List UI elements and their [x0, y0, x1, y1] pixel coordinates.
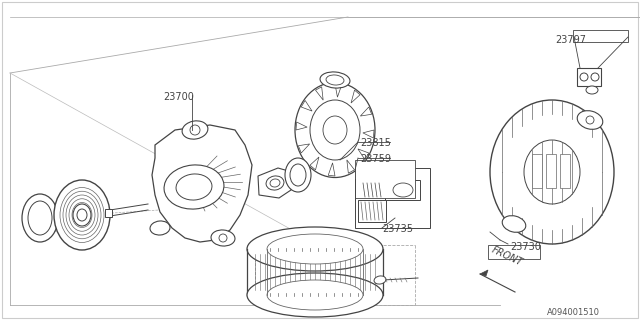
Text: 23730: 23730 [510, 242, 541, 252]
Ellipse shape [150, 221, 170, 235]
Ellipse shape [176, 174, 212, 200]
Ellipse shape [164, 165, 224, 209]
Ellipse shape [28, 201, 52, 235]
Ellipse shape [63, 191, 101, 239]
Ellipse shape [72, 203, 92, 228]
Polygon shape [258, 168, 292, 198]
Polygon shape [310, 157, 319, 170]
Ellipse shape [320, 72, 350, 88]
Polygon shape [296, 122, 307, 130]
Bar [355, 168, 430, 228]
Ellipse shape [22, 194, 58, 242]
Bar [546, 154, 556, 188]
Ellipse shape [490, 100, 614, 244]
Ellipse shape [247, 227, 383, 271]
Ellipse shape [267, 234, 363, 264]
Polygon shape [298, 144, 310, 153]
Ellipse shape [285, 158, 311, 192]
Polygon shape [360, 107, 372, 116]
Bar [577, 68, 601, 86]
Text: 23700: 23700 [163, 92, 194, 102]
Ellipse shape [73, 204, 91, 226]
Ellipse shape [247, 273, 383, 317]
Bar [105, 209, 112, 217]
Bar [573, 30, 628, 42]
Ellipse shape [326, 75, 344, 85]
Text: 23797: 23797 [555, 35, 586, 45]
Ellipse shape [393, 183, 413, 197]
Polygon shape [316, 87, 323, 100]
Polygon shape [152, 125, 252, 242]
Ellipse shape [270, 179, 280, 187]
Ellipse shape [310, 100, 360, 160]
Text: A094001510: A094001510 [547, 308, 600, 317]
Text: 23815: 23815 [360, 138, 391, 148]
Circle shape [190, 125, 200, 135]
Polygon shape [347, 160, 355, 173]
Bar [358, 200, 386, 222]
Ellipse shape [586, 86, 598, 94]
Text: 23735: 23735 [382, 224, 413, 234]
Ellipse shape [211, 230, 235, 246]
Polygon shape [335, 84, 342, 97]
Polygon shape [358, 149, 369, 160]
Ellipse shape [577, 111, 603, 129]
Ellipse shape [502, 216, 526, 232]
Polygon shape [328, 163, 335, 176]
Bar [385, 180, 420, 200]
Circle shape [580, 73, 588, 81]
Polygon shape [480, 270, 488, 276]
Ellipse shape [290, 164, 306, 186]
Circle shape [219, 234, 227, 242]
Bar [532, 154, 542, 188]
Ellipse shape [323, 116, 347, 144]
Ellipse shape [69, 199, 95, 231]
Bar [355, 160, 415, 198]
Bar [560, 154, 570, 188]
Ellipse shape [66, 195, 98, 235]
Ellipse shape [266, 176, 284, 190]
Ellipse shape [374, 276, 386, 284]
Polygon shape [351, 90, 360, 103]
Ellipse shape [295, 83, 375, 178]
Polygon shape [363, 130, 374, 138]
Ellipse shape [267, 280, 363, 310]
Circle shape [591, 73, 599, 81]
Polygon shape [301, 100, 312, 111]
Ellipse shape [60, 188, 104, 243]
Ellipse shape [524, 140, 580, 204]
Ellipse shape [54, 180, 110, 250]
Circle shape [586, 116, 594, 124]
Ellipse shape [77, 209, 87, 221]
Bar [488, 245, 540, 259]
Text: 23759: 23759 [360, 154, 391, 164]
Text: FRONT: FRONT [490, 245, 524, 268]
Ellipse shape [182, 121, 208, 139]
Ellipse shape [74, 205, 90, 225]
